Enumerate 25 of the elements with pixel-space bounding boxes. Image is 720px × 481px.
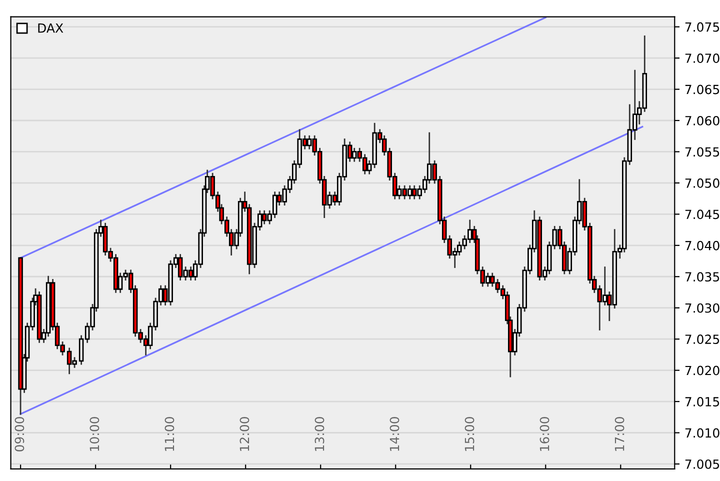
x-tick-label: 09:00 [14,417,24,452]
x-tick-label: 13:00 [314,417,324,451]
y-tick-label: 7.050 [685,178,720,188]
y-tick-label: 7.055 [685,147,720,157]
y-tick-label: 7.020 [685,366,720,376]
x-tick-label: 17:00 [614,417,624,451]
y-tick-label: 7.040 [685,240,720,250]
x-tick-label: 16:00 [540,417,550,451]
y-tick-label: 7.010 [685,428,720,438]
y-tick-label: 7.065 [685,84,720,94]
y-tick-label: 7.070 [685,54,720,63]
y-tick-label: 7.060 [685,116,720,126]
x-tick-label: 15:00 [464,417,474,451]
x-tick-label: 12:00 [240,417,250,451]
x-tick-label: 11:00 [164,417,174,451]
y-tick-label: 7.035 [685,272,720,282]
x-tick-label: 14:00 [390,417,400,451]
y-tick-label: 7.030 [685,303,720,313]
legend-label: DAX [38,23,64,33]
y-tick-label: 7.025 [685,334,720,344]
y-tick-label: 7.045 [685,210,720,220]
x-tick-label: 10:00 [90,417,100,451]
y-tick-label: 7.015 [685,397,720,406]
y-tick-label: 7.075 [685,22,720,32]
y-tick-label: 7.005 [685,459,720,469]
